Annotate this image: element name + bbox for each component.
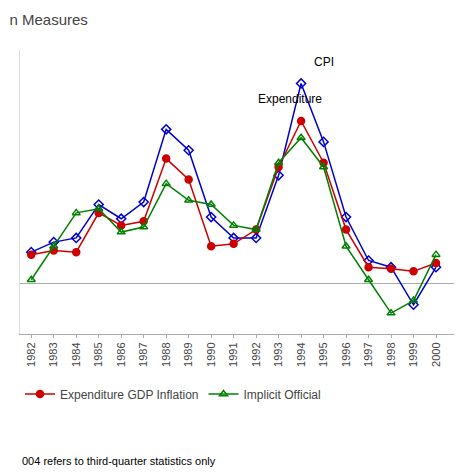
svg-text:1986: 1986 xyxy=(115,342,127,366)
svg-text:Expenditure: Expenditure xyxy=(258,92,322,106)
svg-text:2000: 2000 xyxy=(430,342,442,366)
svg-text:1984: 1984 xyxy=(70,342,82,366)
svg-text:1989: 1989 xyxy=(182,342,194,366)
svg-text:1991: 1991 xyxy=(227,342,239,366)
svg-text:1995: 1995 xyxy=(317,342,329,366)
svg-text:1985: 1985 xyxy=(92,342,104,366)
svg-text:1992: 1992 xyxy=(250,342,262,366)
svg-text:1997: 1997 xyxy=(362,342,374,366)
svg-text:1996: 1996 xyxy=(340,342,352,366)
svg-text:CPI: CPI xyxy=(314,55,334,69)
svg-text:1999: 1999 xyxy=(407,342,419,366)
svg-text:1990: 1990 xyxy=(205,342,217,366)
svg-text:1982: 1982 xyxy=(25,342,37,366)
svg-text:004 refers to third-quarter st: 004 refers to third-quarter statistics o… xyxy=(22,455,216,467)
svg-text:1988: 1988 xyxy=(160,342,172,366)
svg-text:1998: 1998 xyxy=(385,342,397,366)
svg-text:1993: 1993 xyxy=(272,342,284,366)
svg-text:1987: 1987 xyxy=(137,342,149,366)
svg-text:Implicit Official: Implicit Official xyxy=(244,388,321,402)
svg-text:Expenditure GDP Inflation: Expenditure GDP Inflation xyxy=(60,388,199,402)
svg-text:1994: 1994 xyxy=(295,342,307,366)
svg-text:n Measures: n Measures xyxy=(9,11,87,28)
svg-text:1983: 1983 xyxy=(47,342,59,366)
